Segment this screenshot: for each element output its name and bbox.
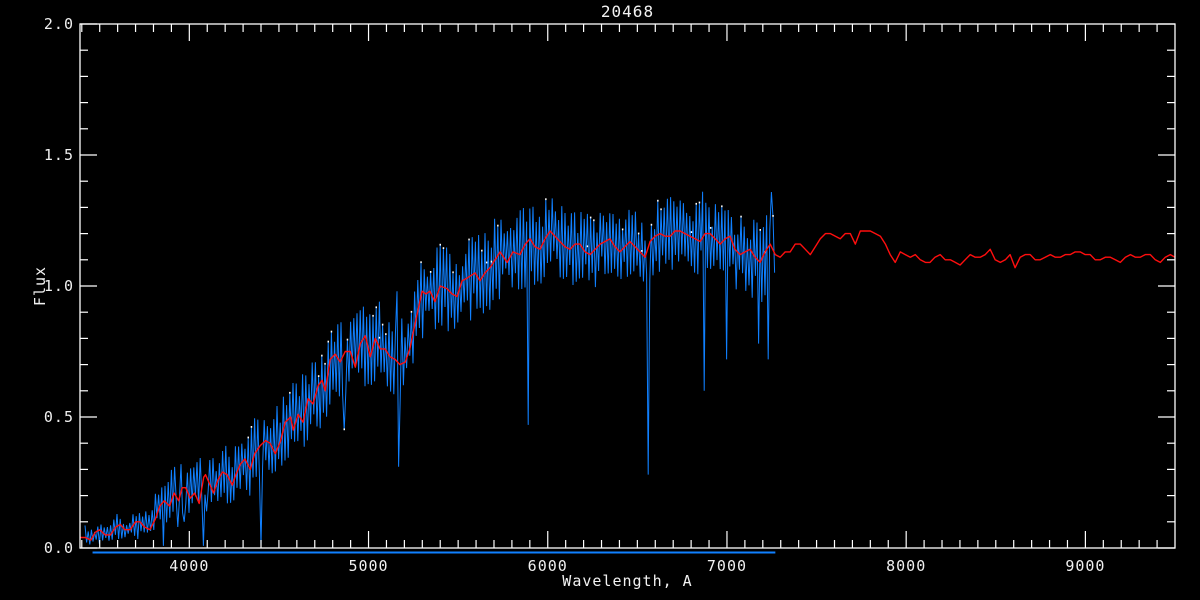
spectrum-peak-speck	[641, 250, 643, 252]
spectrum-peak-speck	[698, 201, 701, 204]
x-axis-label: Wavelength, A	[562, 572, 693, 590]
spectrum-peak-speck	[385, 333, 387, 335]
spectrum-peak-speck	[709, 227, 712, 229]
spectrum-peak-speck	[372, 314, 374, 317]
spectrum-peak-speck	[247, 436, 249, 439]
y-tick-label: 1.5	[44, 146, 74, 164]
y-axis-label: Flux	[31, 265, 49, 307]
spectrum-peak-speck	[327, 340, 329, 343]
spectrum-peak-speck	[439, 243, 441, 246]
spectrum-peak-speck	[593, 219, 595, 222]
spectrum-peak-speck	[660, 208, 662, 211]
spectrum-peak-speck	[317, 375, 320, 377]
spectrum-peak-speck	[324, 362, 326, 365]
spectrum-peak-speck	[490, 260, 493, 263]
x-tick-label: 6000	[528, 557, 568, 575]
spectrum-peak-speck	[586, 245, 589, 248]
spectrum-peak-speck	[772, 215, 774, 217]
spectrum-peak-speck	[343, 428, 345, 431]
spectrum-peak-speck	[375, 306, 377, 309]
spectrum-peak-speck	[381, 323, 384, 326]
spectrum-peak-speck	[321, 354, 323, 357]
plot-title: 20468	[600, 2, 655, 21]
spectrum-peak-speck	[378, 336, 381, 339]
spectrum-peak-speck	[346, 338, 349, 341]
spectrum-peak-speck	[759, 229, 761, 231]
spectrum-peak-speck	[452, 271, 454, 274]
x-tick-label: 8000	[886, 557, 926, 575]
x-tick-label: 5000	[348, 557, 388, 575]
x-tick-label: 9000	[1065, 557, 1105, 575]
spectrum-peak-speck	[468, 238, 470, 241]
y-tick-label: 0.5	[44, 408, 74, 426]
spectrum-peak-speck	[485, 261, 488, 264]
spectrum-peak-speck	[637, 232, 640, 235]
spectrum-peak-speck	[497, 224, 499, 227]
spectrum-peak-speck	[721, 205, 723, 208]
spectrum-peak-speck	[695, 202, 697, 205]
spectrum-peak-speck	[481, 249, 483, 252]
y-tick-label: 2.0	[44, 15, 74, 33]
x-tick-label: 7000	[707, 557, 747, 575]
model-spectrum-path	[80, 230, 1176, 541]
spectrum-peak-speck	[442, 247, 445, 249]
spectrum-peak-speck	[621, 228, 624, 231]
y-tick-label: 1.0	[44, 277, 74, 295]
spectrum-peak-speck	[545, 198, 547, 201]
spectrum-peak-speck	[420, 261, 422, 264]
spectrum-peak-speck	[410, 310, 413, 313]
spectrum-peak-speck	[289, 391, 291, 394]
spectrum-peak-speck	[330, 330, 333, 333]
plot-box	[79, 23, 1176, 549]
spectrum-peak-speck	[690, 231, 693, 233]
spectrum-peak-speck	[657, 199, 659, 202]
spectrum-peak-speck	[250, 426, 253, 428]
y-tick-label: 0.0	[44, 539, 74, 557]
spectrum-peak-speck	[589, 216, 592, 219]
spectrum-peak-speck	[429, 271, 432, 273]
x-tick-label: 4000	[169, 557, 209, 575]
spectrum-peak-speck	[650, 223, 653, 226]
spectrum-peak-speck	[740, 215, 742, 218]
